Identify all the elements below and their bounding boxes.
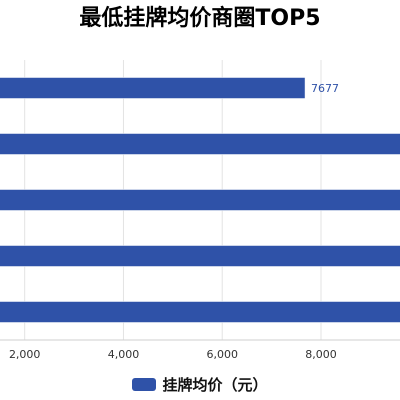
x-tick-label: 2,000 (9, 348, 41, 361)
chart-title: 最低挂牌均价商圈TOP5 (79, 6, 321, 31)
legend-swatch (132, 378, 157, 391)
bar (0, 133, 400, 155)
bar (0, 245, 400, 267)
data-label: 7677 (311, 82, 339, 95)
bar (0, 77, 306, 99)
x-tick-label: 4,000 (108, 348, 140, 361)
bar (0, 301, 400, 323)
x-tick-label: 6,000 (206, 348, 238, 361)
x-tick-label: 8,000 (305, 348, 337, 361)
legend-label: 挂牌均价（元） (162, 376, 268, 394)
legend[interactable]: 挂牌均价（元） (0, 374, 400, 395)
bar (0, 189, 400, 211)
